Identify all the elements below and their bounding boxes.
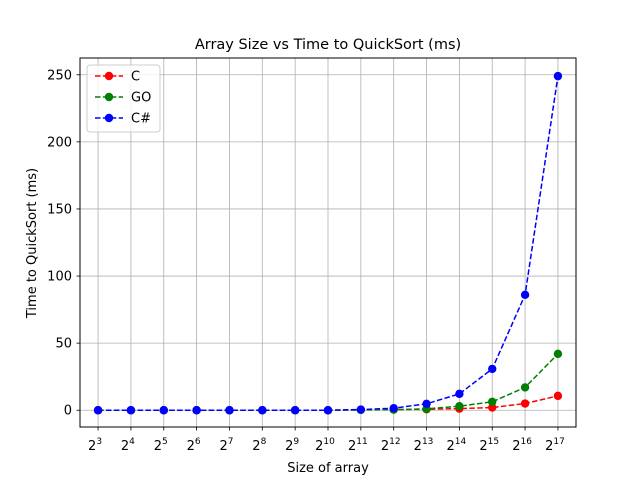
- x-tick-label: 26: [187, 437, 201, 454]
- data-point: [455, 402, 464, 411]
- legend-marker: [104, 113, 114, 123]
- x-tick-base: 2: [121, 439, 129, 454]
- data-point: [553, 349, 563, 359]
- x-tick-label: 217: [545, 437, 565, 454]
- data-point: [488, 403, 497, 412]
- x-tick-label: 216: [512, 437, 532, 454]
- legend-item: C#: [95, 112, 151, 127]
- x-tick-base: 2: [447, 439, 455, 454]
- data-point: [488, 397, 497, 406]
- legend-label: GO: [131, 91, 151, 106]
- y-tick-label: 0: [64, 404, 72, 419]
- data-point: [93, 406, 103, 415]
- data-point: [520, 399, 530, 408]
- data-point: [356, 405, 366, 414]
- x-tick-exponent: 10: [323, 437, 335, 447]
- x-tick-exponent: 17: [553, 437, 564, 447]
- data-point: [422, 399, 431, 408]
- data-point: [553, 391, 563, 401]
- y-axis-ticks: 0 50 100 150 200 250: [47, 68, 80, 419]
- x-axis-ticks: 23 24 25 26 27 28 29 210 211 212 213 214 215 216 217: [88, 427, 565, 454]
- y-tick-label: 150: [47, 202, 72, 217]
- x-axis-label: Size of array: [287, 461, 369, 476]
- legend-item: GO: [95, 91, 151, 106]
- x-tick-exponent: 6: [195, 437, 201, 447]
- x-tick-label: 27: [219, 437, 233, 454]
- x-tick-base: 2: [414, 439, 422, 454]
- data-point: [258, 406, 267, 415]
- data-point: [488, 364, 497, 374]
- data-point: [225, 406, 234, 415]
- x-tick-exponent: 4: [129, 437, 135, 447]
- series-layer: [93, 71, 563, 415]
- y-tick-label: 250: [47, 68, 72, 83]
- x-tick-exponent: 15: [488, 437, 499, 447]
- legend-label: C: [131, 70, 140, 85]
- x-tick-label: 212: [381, 437, 401, 454]
- x-tick-label: 23: [88, 437, 102, 454]
- x-tick-base: 2: [315, 439, 323, 454]
- y-tick-label: 50: [55, 337, 72, 352]
- x-tick-base: 2: [348, 439, 356, 454]
- x-tick-exponent: 7: [228, 437, 234, 447]
- y-tick-label: 200: [47, 135, 72, 150]
- x-tick-exponent: 14: [455, 437, 467, 447]
- x-tick-base: 2: [219, 439, 227, 454]
- data-point: [553, 71, 563, 81]
- data-point: [455, 389, 464, 399]
- data-point: [192, 406, 201, 415]
- x-tick-exponent: 3: [96, 437, 102, 447]
- x-tick-exponent: 13: [422, 437, 433, 447]
- x-tick-base: 2: [381, 439, 389, 454]
- data-point: [126, 406, 136, 415]
- data-point: [159, 406, 168, 415]
- x-tick-base: 2: [187, 439, 195, 454]
- legend-marker: [104, 92, 114, 102]
- x-tick-exponent: 12: [389, 437, 400, 447]
- data-point: [520, 383, 530, 392]
- x-tick-base: 2: [252, 439, 260, 454]
- chart-title: Array Size vs Time to QuickSort (ms): [195, 37, 461, 53]
- data-point: [389, 404, 398, 413]
- x-tick-label: 213: [414, 437, 434, 454]
- x-tick-base: 2: [512, 439, 520, 454]
- y-tick-label: 100: [47, 270, 72, 285]
- data-point: [290, 406, 300, 415]
- x-tick-exponent: 5: [162, 437, 168, 447]
- x-tick-base: 2: [479, 439, 487, 454]
- x-tick-label: 24: [121, 437, 135, 454]
- x-tick-label: 211: [348, 437, 368, 454]
- x-tick-label: 29: [285, 437, 299, 454]
- x-tick-base: 2: [154, 439, 162, 454]
- y-axis-label: Time to QuickSort (ms): [25, 168, 40, 319]
- x-tick-label: 214: [447, 437, 467, 454]
- grid-lines: [80, 58, 576, 427]
- x-tick-exponent: 8: [261, 437, 267, 447]
- legend: C GO C#: [86, 64, 161, 133]
- legend-frame: [86, 64, 161, 133]
- x-tick-label: 25: [154, 437, 168, 454]
- x-tick-base: 2: [285, 439, 293, 454]
- data-point: [520, 290, 530, 300]
- x-tick-exponent: 16: [521, 437, 533, 447]
- x-tick-label: 210: [315, 437, 335, 454]
- legend-marker: [104, 71, 114, 81]
- series-csharp: [93, 71, 563, 415]
- x-tick-exponent: 9: [293, 437, 299, 447]
- x-tick-base: 2: [88, 439, 96, 454]
- legend-label: C#: [131, 112, 151, 127]
- x-tick-label: 28: [252, 437, 266, 454]
- x-tick-label: 215: [479, 437, 499, 454]
- x-tick-exponent: 11: [356, 437, 367, 447]
- data-point: [323, 406, 333, 415]
- legend-item: C: [95, 70, 140, 85]
- x-tick-base: 2: [545, 439, 553, 454]
